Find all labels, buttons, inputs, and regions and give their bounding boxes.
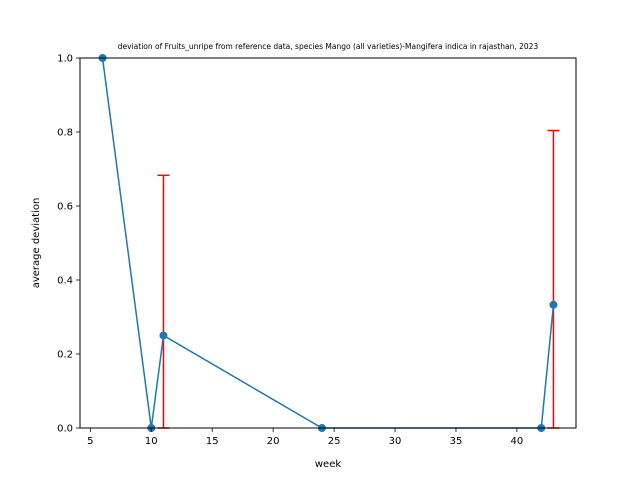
x-tick-label: 10: [145, 436, 158, 447]
y-tick-label: 0.8: [57, 128, 73, 139]
x-axis-label: week: [315, 459, 341, 470]
y-axis-label: average deviation: [31, 198, 42, 289]
y-tick-label: 1.0: [57, 54, 73, 65]
series-line: [101, 57, 555, 429]
x-tick-label: 35: [450, 436, 463, 447]
y-axis-ticks: 0.0 0.2 0.4 0.6 0.8 1.0: [57, 54, 80, 435]
x-tick-label: 40: [511, 436, 524, 447]
data-point: [549, 300, 558, 309]
plot-frame: [79, 57, 577, 429]
chart-title: deviation of Fruits_unripe from referenc…: [118, 42, 539, 51]
y-tick-label: 0.2: [57, 350, 73, 361]
x-tick-label: 5: [87, 436, 93, 447]
x-tick-label: 25: [328, 436, 341, 447]
y-tick-label: 0.0: [57, 424, 73, 435]
x-tick-label: 30: [389, 436, 402, 447]
plot-area: [79, 54, 577, 432]
y-tick-label: 0.6: [57, 202, 73, 213]
y-tick-label: 0.4: [57, 276, 73, 287]
x-tick-label: 15: [206, 436, 219, 447]
x-tick-label: 20: [267, 436, 280, 447]
x-axis-ticks: 5 10 15 20 25 30 35 40: [87, 428, 523, 447]
data-point: [159, 331, 168, 340]
